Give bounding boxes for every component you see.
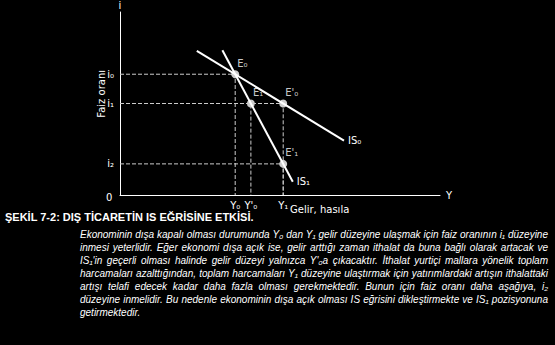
- svg-text:E₁: E₁: [252, 87, 264, 98]
- svg-text:IS₀: IS₀: [348, 135, 361, 146]
- svg-text:E'₁: E'₁: [285, 147, 298, 158]
- svg-text:Y₁: Y₁: [277, 200, 288, 211]
- svg-text:IS₁: IS₁: [297, 176, 310, 187]
- html-text:ŞEKİL 7-2: DIŞ TİCARETİN IS EĞ: ŞEKİL 7-2: DIŞ TİCARETİN IS EĞRİSİNE ETK…: [5, 211, 254, 223]
- svg-text:Faiz oranı: Faiz oranı: [96, 70, 107, 118]
- svg-text:Y'₀: Y'₀: [243, 200, 257, 211]
- svg-text:Y₀: Y₀: [229, 200, 240, 211]
- svg-text:Y: Y: [445, 190, 453, 201]
- svg-text:i: i: [119, 0, 122, 11]
- svg-text:Gelir, hasıla: Gelir, hasıla: [290, 204, 349, 215]
- svg-text:i₁: i₁: [107, 98, 114, 109]
- svg-text:i₀: i₀: [107, 69, 114, 80]
- svg-text:0: 0: [106, 192, 112, 203]
- svg-text:E'₀: E'₀: [285, 87, 298, 98]
- html-text:Ekonominin dışa kapalı olması: Ekonominin dışa kapalı olması durumunda …: [80, 229, 548, 318]
- svg-text:E₀: E₀: [237, 58, 247, 69]
- svg-text:i₂: i₂: [107, 158, 114, 169]
